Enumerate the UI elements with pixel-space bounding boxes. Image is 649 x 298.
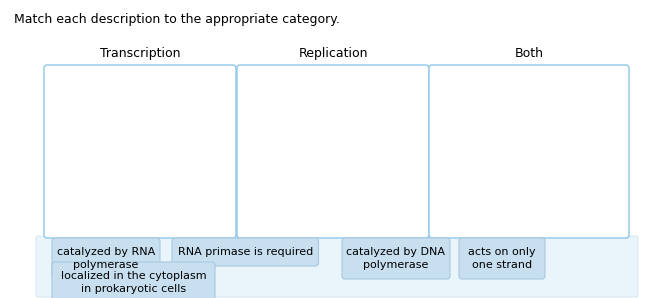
FancyBboxPatch shape	[52, 262, 215, 298]
Text: Match each description to the appropriate category.: Match each description to the appropriat…	[14, 13, 340, 26]
Text: acts on only
one strand: acts on only one strand	[468, 247, 536, 270]
Text: RNA primase is required: RNA primase is required	[178, 247, 313, 257]
Text: Both: Both	[515, 47, 543, 60]
FancyBboxPatch shape	[237, 65, 429, 238]
FancyBboxPatch shape	[459, 238, 545, 279]
Text: catalyzed by DNA
polymerase: catalyzed by DNA polymerase	[347, 247, 445, 270]
FancyBboxPatch shape	[52, 238, 160, 279]
Text: catalyzed by RNA
polymerase: catalyzed by RNA polymerase	[57, 247, 155, 270]
Text: Transcription: Transcription	[100, 47, 180, 60]
FancyBboxPatch shape	[342, 238, 450, 279]
FancyBboxPatch shape	[44, 65, 236, 238]
FancyBboxPatch shape	[36, 236, 638, 297]
FancyBboxPatch shape	[172, 238, 319, 266]
Text: Replication: Replication	[299, 47, 368, 60]
FancyBboxPatch shape	[429, 65, 629, 238]
Text: localized in the cytoplasm
in prokaryotic cells: localized in the cytoplasm in prokaryoti…	[61, 271, 206, 294]
